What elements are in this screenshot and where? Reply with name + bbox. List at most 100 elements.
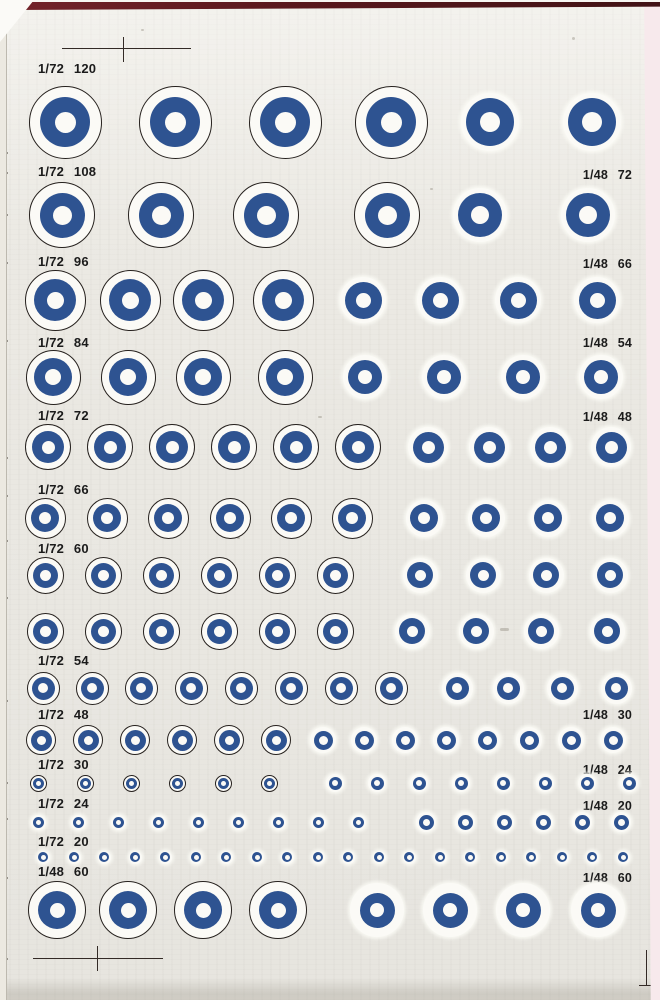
plain-roundel-decal	[467, 499, 505, 537]
roundel-center	[223, 854, 229, 860]
plain-roundel-decal	[530, 427, 570, 467]
plain-roundel-decal	[561, 188, 615, 242]
blue-ring	[260, 97, 310, 147]
blue-ring	[470, 562, 496, 588]
outlined-roundel-decal	[86, 497, 128, 539]
roundel-center	[155, 625, 167, 637]
plain-roundel-decal	[408, 427, 448, 467]
blue-ring	[578, 281, 616, 319]
roundel-center	[97, 625, 109, 637]
roundel-center	[503, 683, 513, 693]
blue-ring	[229, 676, 253, 700]
roundel-center	[626, 780, 632, 786]
roundel-center	[414, 569, 426, 581]
plain-roundel-decal	[351, 727, 377, 753]
outlined-roundel-decal	[99, 881, 157, 939]
outlined-roundel-decal	[147, 497, 189, 539]
plain-roundel-decal	[270, 814, 286, 830]
outlined-roundel-decal	[99, 269, 161, 331]
roundel-center	[516, 370, 530, 384]
outlined-roundel-decal	[209, 497, 251, 539]
roundel-center	[277, 369, 293, 385]
roundel-center	[195, 902, 211, 918]
plain-roundel-decal	[579, 355, 623, 399]
roundel-center	[345, 854, 351, 860]
roundel-center	[274, 291, 292, 309]
scanner-left-margin	[0, 0, 6, 1000]
plain-roundel-decal	[219, 850, 233, 864]
roundel-center	[115, 819, 121, 825]
roundel-center	[49, 902, 65, 918]
roundel-center	[359, 735, 369, 745]
roundel-center	[83, 735, 93, 745]
blue-ring	[359, 892, 395, 928]
roundel-center	[432, 292, 448, 308]
blue-ring	[344, 281, 382, 319]
roundel-center	[289, 440, 303, 454]
plain-roundel-decal	[189, 850, 203, 864]
blue-ring	[279, 676, 303, 700]
plain-roundel-decal	[190, 814, 206, 830]
scan-bottom-shadow	[0, 978, 660, 1000]
blue-ring	[342, 431, 374, 463]
outlined-roundel-decal	[274, 671, 308, 705]
blue-ring	[32, 618, 58, 644]
plain-roundel-decal	[341, 850, 355, 864]
roundel-center	[584, 780, 590, 786]
blue-ring	[80, 676, 104, 700]
bottom-cross-vertical	[96, 946, 98, 971]
blue-ring	[574, 814, 590, 830]
blue-ring	[150, 97, 200, 147]
blue-ring	[472, 504, 500, 532]
outlined-roundel-decal	[374, 671, 408, 705]
blue-ring	[264, 618, 290, 644]
roundel-center	[443, 903, 457, 917]
outlined-roundel-decal	[248, 85, 322, 159]
plain-roundel-decal	[340, 277, 386, 323]
roundel-center	[318, 735, 328, 745]
blue-ring	[31, 676, 55, 700]
outlined-roundel-decal	[174, 881, 232, 939]
blue-ring	[374, 852, 384, 862]
roundel-center	[101, 512, 113, 524]
plain-roundel-decal	[563, 93, 621, 151]
roundel-center	[467, 854, 473, 860]
plain-roundel-decal	[496, 883, 550, 937]
blue-ring	[477, 730, 497, 750]
blue-ring	[596, 504, 624, 532]
blue-ring	[124, 729, 146, 751]
blue-ring	[354, 730, 374, 750]
roundel-center	[194, 291, 212, 309]
scale-label-right: 1/48 20	[582, 799, 632, 813]
roundel-center	[120, 902, 136, 918]
blue-ring	[322, 562, 348, 588]
roundel-center	[535, 625, 547, 637]
blue-ring	[412, 776, 426, 790]
bottom-cross-horizontal	[33, 957, 163, 959]
plain-roundel-decal	[591, 427, 631, 467]
plain-roundel-decal	[402, 557, 438, 593]
plain-roundel-decal	[36, 850, 50, 864]
roundel-center	[376, 854, 382, 860]
roundel-center	[177, 735, 187, 745]
plain-roundel-decal	[585, 850, 599, 864]
scale-label-right: 1/48 54	[582, 336, 632, 350]
roundel-center	[136, 683, 146, 693]
blue-ring	[454, 776, 468, 790]
plain-roundel-decal	[433, 850, 447, 864]
plain-roundel-decal	[574, 277, 620, 323]
blue-ring	[72, 816, 84, 828]
blue-ring	[109, 891, 147, 929]
blue-ring	[94, 431, 126, 463]
outlined-roundel-decal	[122, 774, 140, 792]
blue-ring	[604, 676, 628, 700]
scale-label-right: 1/48 72	[582, 168, 632, 182]
plain-roundel-decal	[474, 727, 500, 753]
blue-ring	[568, 98, 616, 146]
blue-ring	[38, 891, 76, 929]
outlined-roundel-decal	[29, 182, 95, 248]
roundel-center	[46, 291, 64, 309]
blue-ring	[506, 360, 540, 394]
outlined-roundel-decal	[261, 725, 291, 755]
outlined-roundel-decal	[26, 612, 64, 650]
